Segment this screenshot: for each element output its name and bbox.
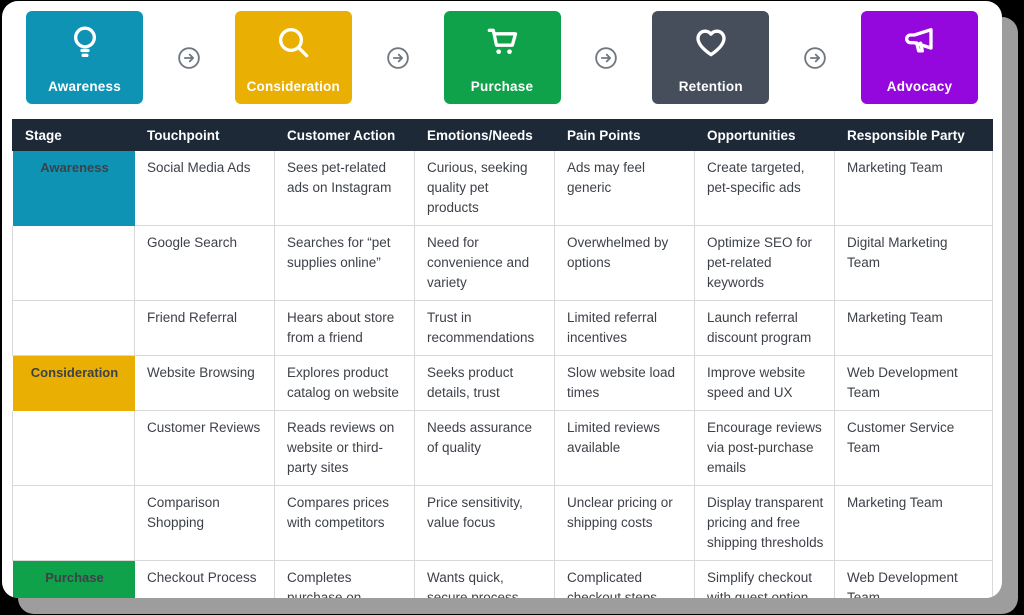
cell-opportunities: Simplify checkout with guest option	[694, 560, 835, 598]
cell-emotions-needs: Seeks product details, trust	[414, 355, 555, 411]
stage-card-label: Purchase	[470, 79, 534, 94]
journey-table-header: Stage Touchpoint Customer Action Emotions/N…	[12, 119, 993, 151]
stage-label-cell: Awareness	[12, 150, 135, 226]
column-header-responsible-party: Responsible Party	[834, 119, 993, 151]
column-header-emotions-needs: Emotions/Needs	[414, 119, 555, 151]
stage-label-cell	[12, 300, 135, 356]
stage-card-advocacy[interactable]: Advocacy	[861, 11, 978, 104]
cell-customer-action: Completes purchase on website	[274, 560, 415, 598]
stage-label-cell: Consideration	[12, 355, 135, 411]
stage-label-cell	[12, 485, 135, 561]
circle-right-arrow-icon	[561, 45, 653, 71]
stage-card-label: Advocacy	[886, 79, 953, 94]
column-header-touchpoint: Touchpoint	[134, 119, 275, 151]
cell-opportunities: Optimize SEO for pet-related keywords	[694, 225, 835, 301]
column-header-pain-points: Pain Points	[554, 119, 695, 151]
journey-table: Stage Touchpoint Customer Action Emotions/N…	[12, 119, 993, 598]
cell-emotions-needs: Trust in recommendations	[414, 300, 555, 356]
stage-flow: Awareness Consideration Purchase Retention A…	[26, 11, 978, 104]
stage-card-purchase[interactable]: Purchase	[443, 11, 561, 104]
cell-customer-action: Searches for “pet supplies online”	[274, 225, 415, 301]
table-row: Awareness Social Media Ads Sees pet-relate…	[12, 150, 993, 226]
cell-customer-action: Reads reviews on website or third-party …	[274, 410, 415, 486]
cell-opportunities: Create targeted, pet-specific ads	[694, 150, 835, 226]
cell-touchpoint: Customer Reviews	[134, 410, 275, 486]
cell-responsible-party: Marketing Team	[834, 300, 993, 356]
stage-card-label: Awareness	[48, 79, 121, 94]
stage-card-consideration[interactable]: Consideration	[234, 11, 352, 104]
journey-table-body: Awareness Social Media Ads Sees pet-relate…	[12, 150, 993, 598]
heart-icon	[691, 22, 731, 62]
column-header-opportunities: Opportunities	[694, 119, 835, 151]
cell-responsible-party: Digital Marketing Team	[834, 225, 993, 301]
cell-pain-points: Limited reviews available	[554, 410, 695, 486]
cell-pain-points: Slow website load times	[554, 355, 695, 411]
cell-customer-action: Hears about store from a friend	[274, 300, 415, 356]
header-row: Stage Touchpoint Customer Action Emotions/N…	[12, 119, 993, 151]
cell-pain-points: Limited referral incentives	[554, 300, 695, 356]
column-header-customer-action: Customer Action	[274, 119, 415, 151]
table-row: Customer Reviews Reads reviews on website…	[12, 410, 993, 486]
magnifier-icon	[273, 22, 313, 62]
cell-responsible-party: Web Development Team	[834, 560, 993, 598]
cell-pain-points: Complicated checkout steps	[554, 560, 695, 598]
table-row: Friend Referral Hears about store from a …	[12, 300, 993, 356]
cell-responsible-party: Web Development Team	[834, 355, 993, 411]
cell-opportunities: Encourage reviews via post-purchase emai…	[694, 410, 835, 486]
cell-emotions-needs: Price sensitivity, value focus	[414, 485, 555, 561]
cell-pain-points: Unclear pricing or shipping costs	[554, 485, 695, 561]
table-row: Google Search Searches for “pet supplies …	[12, 225, 993, 301]
column-header-stage: Stage	[12, 119, 135, 151]
cell-pain-points: Overwhelmed by options	[554, 225, 695, 301]
stage-label-cell: Purchase	[12, 560, 135, 598]
cell-touchpoint: Social Media Ads	[134, 150, 275, 226]
cell-touchpoint: Checkout Process	[134, 560, 275, 598]
cell-responsible-party: Marketing Team	[834, 485, 993, 561]
stage-card-label: Consideration	[246, 79, 340, 94]
table-row: Comparison Shopping Compares prices with …	[12, 485, 993, 561]
table-row: Purchase Checkout Process Completes purcha…	[12, 560, 993, 598]
cell-customer-action: Sees pet-related ads on Instagram	[274, 150, 415, 226]
stage-card-retention[interactable]: Retention	[652, 11, 770, 104]
shopping-cart-icon	[482, 22, 522, 62]
cell-pain-points: Ads may feel generic	[554, 150, 695, 226]
journey-map-card: Awareness Consideration Purchase Retention A…	[2, 1, 1002, 598]
table-row: Consideration Website Browsing Explores pr…	[12, 355, 993, 411]
cell-touchpoint: Google Search	[134, 225, 275, 301]
lightbulb-icon	[65, 22, 105, 62]
stage-card-awareness[interactable]: Awareness	[26, 11, 143, 104]
cell-emotions-needs: Wants quick, secure process	[414, 560, 555, 598]
circle-right-arrow-icon	[352, 45, 444, 71]
cell-emotions-needs: Curious, seeking quality pet products	[414, 150, 555, 226]
cell-customer-action: Explores product catalog on website	[274, 355, 415, 411]
cell-opportunities: Improve website speed and UX	[694, 355, 835, 411]
circle-right-arrow-icon	[143, 45, 235, 71]
cell-responsible-party: Customer Service Team	[834, 410, 993, 486]
cell-emotions-needs: Need for convenience and variety	[414, 225, 555, 301]
stage-label-cell	[12, 410, 135, 486]
cell-opportunities: Display transparent pricing and free shi…	[694, 485, 835, 561]
cell-touchpoint: Friend Referral	[134, 300, 275, 356]
cell-emotions-needs: Needs assurance of quality	[414, 410, 555, 486]
cell-responsible-party: Marketing Team	[834, 150, 993, 226]
cell-touchpoint: Website Browsing	[134, 355, 275, 411]
stage-card-label: Retention	[678, 79, 743, 94]
stage-label-cell	[12, 225, 135, 301]
circle-right-arrow-icon	[769, 45, 861, 71]
cell-touchpoint: Comparison Shopping	[134, 485, 275, 561]
cell-customer-action: Compares prices with competitors	[274, 485, 415, 561]
cell-opportunities: Launch referral discount program	[694, 300, 835, 356]
megaphone-icon	[900, 22, 940, 62]
